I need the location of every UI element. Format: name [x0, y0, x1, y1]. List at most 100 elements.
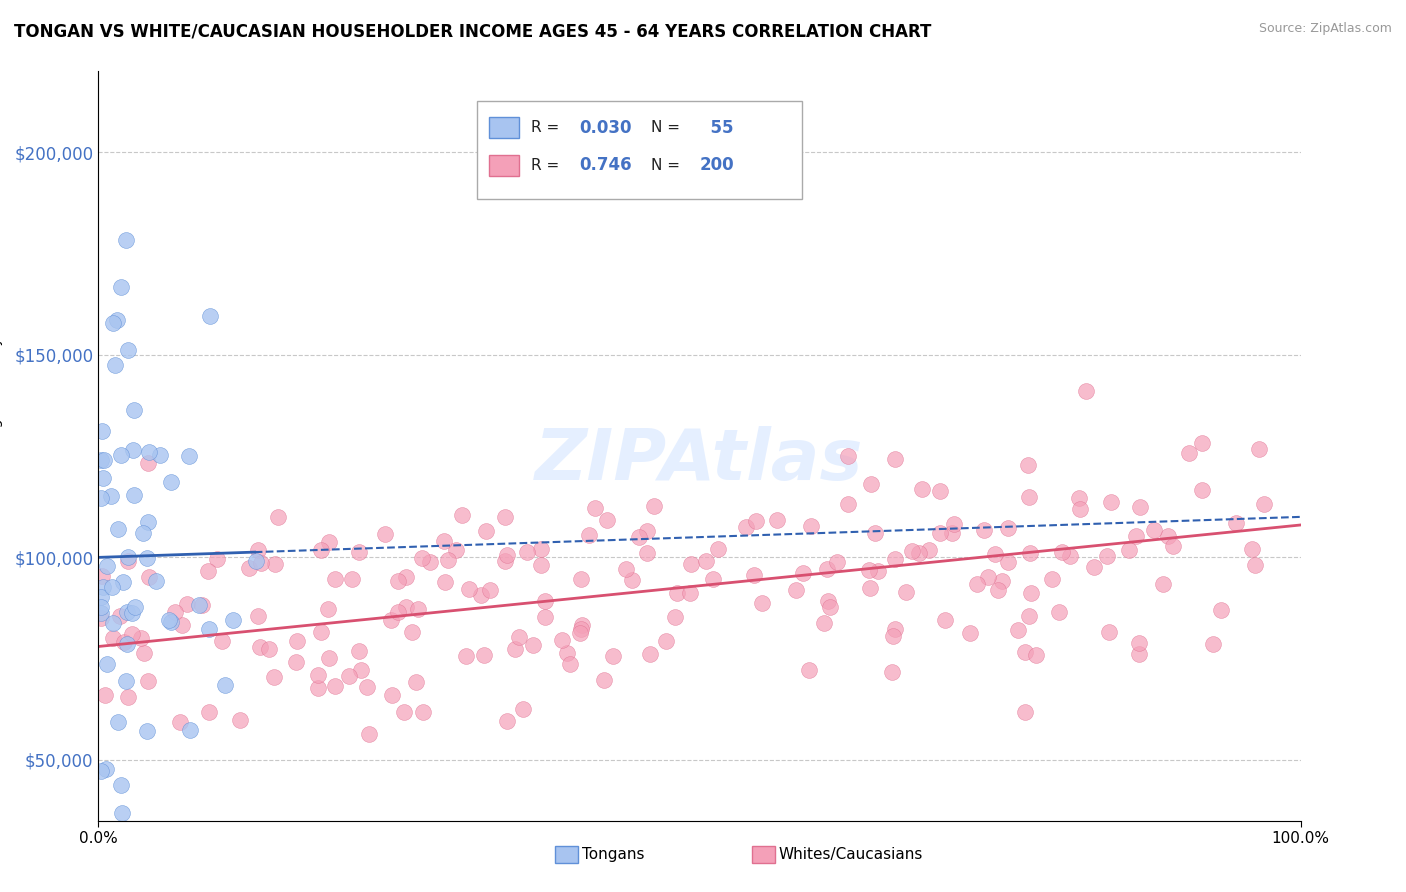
- Point: [621, 573, 644, 587]
- Point: [1152, 576, 1174, 591]
- Point: [456, 649, 478, 664]
- Point: [434, 574, 457, 589]
- Point: [702, 573, 724, 587]
- Point: [837, 497, 859, 511]
- Point: [991, 574, 1014, 589]
- Point: [1143, 523, 1166, 537]
- Point: [433, 533, 456, 548]
- Point: [1225, 516, 1247, 531]
- Point: [197, 564, 219, 578]
- Point: [1018, 490, 1040, 504]
- Point: [1161, 539, 1184, 553]
- Point: [942, 516, 965, 531]
- Point: [643, 499, 665, 513]
- Point: [1059, 549, 1081, 563]
- Point: [751, 596, 773, 610]
- Point: [1125, 528, 1147, 542]
- Point: [664, 610, 686, 624]
- Point: [90, 611, 112, 625]
- Point: [284, 655, 307, 669]
- Point: [267, 510, 290, 524]
- Point: [108, 609, 131, 624]
- Text: R =: R =: [531, 120, 564, 135]
- Point: [494, 510, 516, 524]
- Point: [1052, 545, 1074, 559]
- Text: N =: N =: [651, 120, 685, 135]
- Point: [827, 555, 849, 569]
- Point: [117, 343, 139, 357]
- Point: [1067, 491, 1090, 505]
- Point: [941, 526, 963, 541]
- Point: [105, 313, 128, 327]
- Point: [387, 574, 409, 588]
- Y-axis label: Householder Income Ages 45 - 64 years: Householder Income Ages 45 - 64 years: [0, 308, 3, 584]
- Point: [551, 632, 574, 647]
- Point: [101, 631, 124, 645]
- Point: [287, 633, 309, 648]
- Point: [111, 574, 134, 589]
- Point: [114, 233, 136, 247]
- Point: [495, 714, 517, 728]
- Point: [1191, 483, 1213, 498]
- Point: [401, 624, 423, 639]
- Point: [966, 577, 988, 591]
- Point: [357, 727, 380, 741]
- Point: [90, 764, 112, 778]
- Text: Whites/Caucasians: Whites/Caucasians: [779, 847, 924, 862]
- Point: [101, 316, 124, 330]
- Point: [318, 651, 340, 665]
- Point: [412, 705, 434, 719]
- Point: [135, 550, 157, 565]
- Point: [568, 626, 591, 640]
- Point: [316, 602, 339, 616]
- Point: [1240, 541, 1263, 556]
- Point: [901, 543, 924, 558]
- Point: [96, 559, 118, 574]
- Point: [894, 585, 917, 599]
- Point: [110, 280, 132, 294]
- Point: [882, 665, 904, 679]
- Point: [792, 566, 814, 580]
- Point: [911, 482, 934, 496]
- Point: [934, 613, 956, 627]
- Point: [503, 641, 526, 656]
- Point: [1018, 608, 1040, 623]
- Point: [1178, 445, 1201, 459]
- Point: [307, 681, 329, 695]
- Point: [136, 673, 159, 688]
- Point: [593, 673, 616, 687]
- Point: [785, 583, 807, 598]
- Point: [91, 568, 114, 582]
- Point: [820, 600, 842, 615]
- Point: [132, 646, 155, 660]
- Point: [157, 613, 180, 627]
- Point: [93, 453, 115, 467]
- Point: [837, 450, 859, 464]
- Point: [159, 615, 181, 629]
- Text: Source: ZipAtlas.com: Source: ZipAtlas.com: [1258, 22, 1392, 36]
- Point: [681, 557, 703, 571]
- Point: [470, 588, 492, 602]
- Point: [908, 545, 931, 559]
- Point: [437, 553, 460, 567]
- Point: [263, 557, 285, 571]
- Point: [124, 402, 146, 417]
- Text: TONGAN VS WHITE/CAUCASIAN HOUSEHOLDER INCOME AGES 45 - 64 YEARS CORRELATION CHAR: TONGAN VS WHITE/CAUCASIAN HOUSEHOLDER IN…: [14, 22, 931, 40]
- Point: [259, 642, 281, 657]
- Point: [665, 585, 688, 599]
- Point: [380, 613, 402, 627]
- Point: [110, 805, 132, 820]
- Point: [323, 679, 346, 693]
- Point: [91, 471, 114, 485]
- Point: [1083, 559, 1105, 574]
- Point: [96, 657, 118, 671]
- Point: [627, 530, 650, 544]
- Point: [1118, 542, 1140, 557]
- Text: ZIPAtlas: ZIPAtlas: [536, 426, 863, 495]
- Point: [997, 555, 1019, 569]
- Point: [882, 629, 904, 643]
- Point: [1253, 497, 1275, 511]
- Point: [115, 637, 138, 651]
- Point: [1017, 458, 1039, 472]
- Point: [145, 574, 167, 589]
